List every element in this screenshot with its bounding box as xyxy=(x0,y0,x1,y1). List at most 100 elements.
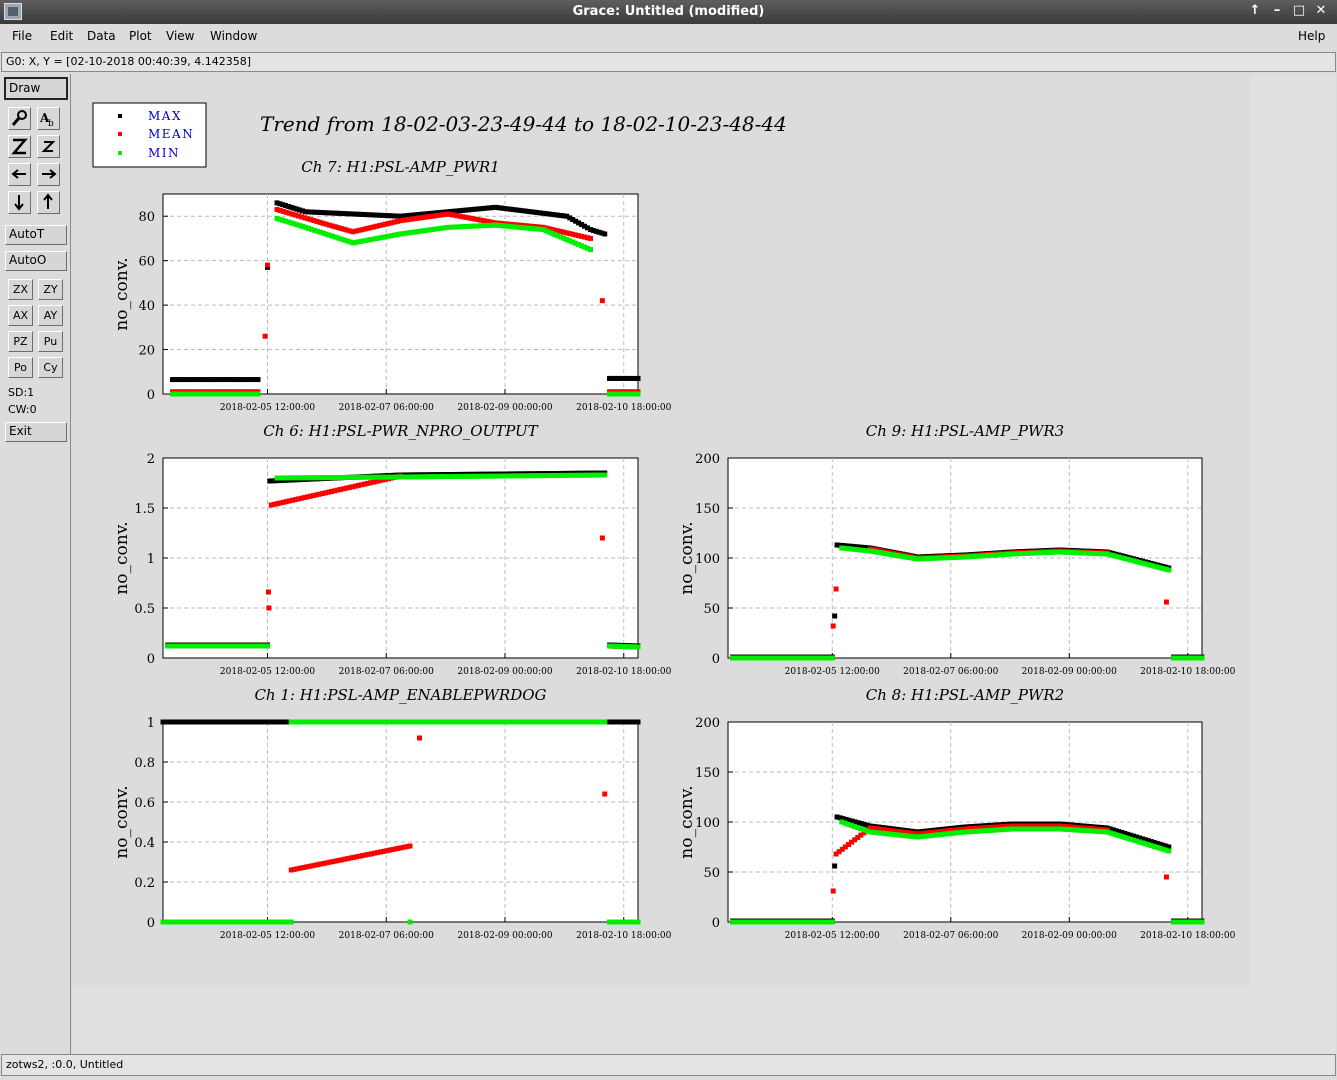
locator-display: G0: X, Y = [02-10-2018 00:40:39, 4.14235… xyxy=(1,52,1336,72)
exit-button[interactable]: Exit xyxy=(5,422,67,442)
data-point xyxy=(757,655,763,661)
raise-window-button[interactable]: ↑ xyxy=(1249,3,1261,18)
autoscale-x-button[interactable]: AX xyxy=(8,305,33,326)
minimize-button[interactable]: – xyxy=(1273,3,1281,18)
chart-title: Ch 9: H1:PSL-AMP_PWR3 xyxy=(866,422,1064,440)
draw-button[interactable]: Draw xyxy=(4,77,68,100)
push-zoom-button[interactable]: PZ xyxy=(8,331,33,352)
data-point xyxy=(885,551,891,557)
cycle-button[interactable]: Cy xyxy=(38,357,63,378)
menu-window[interactable]: Window xyxy=(210,29,258,43)
data-point xyxy=(207,643,213,649)
data-point xyxy=(258,643,264,649)
data-point xyxy=(246,377,252,383)
close-button[interactable]: ✕ xyxy=(1315,3,1327,18)
data-point xyxy=(282,719,288,725)
data-point xyxy=(879,827,885,832)
menu-plot[interactable]: Plot xyxy=(129,29,152,43)
data-point xyxy=(926,830,932,836)
y-tick-label: 80 xyxy=(138,210,155,225)
up-arrow-icon[interactable] xyxy=(37,191,60,214)
down-arrow-icon[interactable] xyxy=(8,191,31,214)
menu-data[interactable]: Data xyxy=(87,29,116,43)
data-point xyxy=(1113,828,1119,834)
data-point xyxy=(632,375,638,381)
data-point xyxy=(276,919,282,925)
data-point xyxy=(1122,830,1128,836)
autoscale-button[interactable]: AutoT xyxy=(5,225,67,245)
data-point xyxy=(350,240,356,246)
data-point xyxy=(479,473,485,479)
data-point xyxy=(223,377,229,383)
data-point xyxy=(478,719,484,725)
data-point xyxy=(977,828,983,834)
data-point xyxy=(258,719,264,725)
data-point xyxy=(178,919,184,925)
data-point xyxy=(864,545,870,551)
menu-view[interactable]: View xyxy=(166,29,195,43)
data-point xyxy=(463,224,469,229)
data-point xyxy=(255,719,261,725)
data-point xyxy=(454,213,460,219)
data-point xyxy=(400,231,406,237)
y-tick-label: 150 xyxy=(695,766,720,781)
zoom-in-icon[interactable] xyxy=(8,135,31,158)
data-point xyxy=(564,237,570,243)
data-point xyxy=(513,207,519,213)
menu-edit[interactable]: Edit xyxy=(50,29,74,43)
data-point xyxy=(307,493,313,499)
data-point xyxy=(1003,826,1009,832)
zoom-icon[interactable] xyxy=(8,107,31,130)
legend-min-label: MIN xyxy=(148,146,180,160)
plot-canvas[interactable]: MAX MEAN MIN Trend from 18-02-03-23-49-4… xyxy=(72,74,1250,986)
data-point xyxy=(464,473,470,479)
data-point xyxy=(1128,836,1134,842)
left-arrow-icon[interactable] xyxy=(8,163,31,186)
data-point xyxy=(1033,826,1039,832)
zoom-out-icon[interactable] xyxy=(37,135,60,158)
data-point xyxy=(523,719,529,725)
data-point xyxy=(612,919,618,925)
data-point xyxy=(953,554,959,560)
data-point xyxy=(540,227,546,233)
autoscale-y-button[interactable]: AY xyxy=(38,305,63,326)
data-point xyxy=(1186,919,1192,925)
data-point xyxy=(371,224,377,230)
data-point xyxy=(959,826,965,832)
data-point xyxy=(283,499,289,505)
menu-help[interactable]: Help xyxy=(1298,29,1326,43)
chart-title: Ch 6: H1:PSL-PWR_NPRO_OUTPUT xyxy=(263,422,538,440)
data-point xyxy=(264,919,270,925)
zoom-x-button[interactable]: ZX xyxy=(8,279,33,300)
pop-button[interactable]: Po xyxy=(8,357,33,378)
data-point xyxy=(487,219,493,225)
data-point xyxy=(330,859,336,865)
data-point xyxy=(294,719,300,725)
data-point xyxy=(403,230,409,236)
right-arrow-icon[interactable] xyxy=(37,163,60,186)
data-point xyxy=(1193,655,1199,661)
data-point xyxy=(454,224,460,230)
data-point xyxy=(1163,874,1169,880)
data-point xyxy=(288,719,294,725)
data-point xyxy=(307,475,313,481)
data-point xyxy=(316,491,322,497)
data-point xyxy=(549,211,555,217)
data-point xyxy=(484,205,490,211)
data-point xyxy=(374,212,380,218)
autoscale-on-set-button[interactable]: AutoO xyxy=(5,251,67,271)
zoom-y-button[interactable]: ZY xyxy=(38,279,63,300)
data-point xyxy=(849,818,855,824)
data-point xyxy=(187,719,193,725)
push-button[interactable]: Pu xyxy=(38,331,63,352)
data-point xyxy=(317,219,323,225)
data-point xyxy=(560,472,566,478)
maximize-button[interactable]: □ xyxy=(1292,3,1306,18)
data-point xyxy=(472,719,478,725)
menu-file[interactable]: File xyxy=(12,29,33,43)
data-point xyxy=(790,655,796,661)
data-point xyxy=(422,474,428,480)
data-point xyxy=(318,861,324,867)
data-point xyxy=(888,828,894,834)
